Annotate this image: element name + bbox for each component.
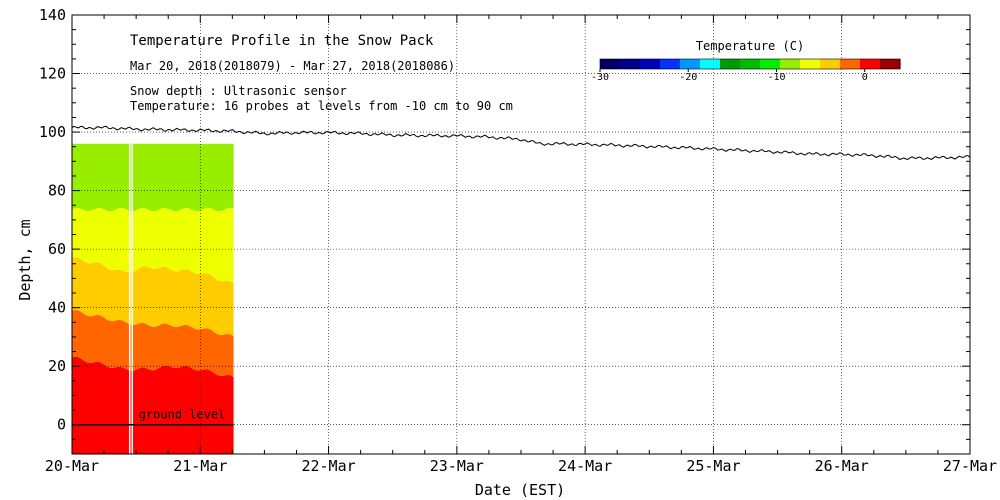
colorbar-swatch-9 <box>780 59 801 69</box>
y-tick-label-4: 80 <box>48 182 66 200</box>
colorbar-swatch-12 <box>840 59 861 69</box>
colorbar-tick-label-3: 0 <box>862 72 868 83</box>
colorbar-swatch-1 <box>620 59 641 69</box>
annotation-temperature: Temperature: 16 probes at levels from -1… <box>130 99 513 113</box>
x-tick-label-3: 23-Mar <box>430 457 484 475</box>
grid-lines <box>72 15 970 454</box>
chart-title: Temperature Profile in the Snow Pack <box>130 33 434 49</box>
colorbar-swatch-8 <box>760 59 781 69</box>
annotation-snow-depth: Snow depth : Ultrasonic sensor <box>130 84 347 98</box>
colorbar-swatch-11 <box>820 59 841 69</box>
x-tick-label-4: 24-Mar <box>558 457 612 475</box>
colorbar-frame <box>599 58 901 70</box>
temperature-bands <box>72 143 234 454</box>
temperature-band-0 <box>72 356 234 454</box>
y-axis-label: Depth, cm <box>16 219 34 300</box>
colorbar-swatch-0 <box>600 59 621 69</box>
colorbar-tick-label-2: -10 <box>767 72 785 83</box>
colorbar-swatch-5 <box>700 59 721 69</box>
x-tick-label-2: 22-Mar <box>301 457 355 475</box>
colorbar-swatch-2 <box>640 59 661 69</box>
tick-labels: 20-Mar 21-Mar 22-Mar 23-Mar 24-Mar 25-Mar 26-M… <box>39 6 997 475</box>
x-tick-label-5: 25-Mar <box>686 457 740 475</box>
chart-subtitle: Mar 20, 2018(2018079) - Mar 27, 2018(201… <box>130 59 455 73</box>
x-tick-label-1: 21-Mar <box>173 457 227 475</box>
snow-depth-line <box>71 125 971 160</box>
y-tick-label-6: 120 <box>39 65 66 83</box>
x-tick-label-0: 20-Mar <box>45 457 99 475</box>
axis-ticks <box>71 14 971 454</box>
colorbar-swatch-14 <box>880 59 901 69</box>
temperature-band-1 <box>72 310 234 378</box>
colorbar-tick-label-0: -30 <box>591 72 609 83</box>
colorbar-label: Temperature (C) <box>696 39 804 53</box>
temperature-band-3 <box>72 207 234 284</box>
colorbar-swatch-13 <box>860 59 881 69</box>
temperature-band-2 <box>72 257 234 337</box>
x-tick-label-6: 26-Mar <box>815 457 869 475</box>
x-axis-label: Date (EST) <box>475 481 565 499</box>
colorbar-swatch-3 <box>660 59 681 69</box>
colorbar-tick-label-1: -20 <box>679 72 697 83</box>
y-tick-label-5: 100 <box>39 123 66 141</box>
y-tick-label-2: 40 <box>48 299 66 317</box>
y-tick-label-3: 60 <box>48 240 66 258</box>
y-tick-label-1: 20 <box>48 357 66 375</box>
y-tick-label-0: 0 <box>57 416 66 434</box>
temperature-band-4 <box>72 143 234 212</box>
annotation-ground-level: ground level <box>139 408 226 422</box>
colorbar-swatch-4 <box>680 59 701 69</box>
temperature-colorbar: -30 -20 -10 0 <box>591 58 901 83</box>
colorbar-swatch-10 <box>800 59 821 69</box>
y-tick-label-7: 140 <box>39 6 66 24</box>
x-tick-label-7: 27-Mar <box>943 457 997 475</box>
colorbar-swatch-7 <box>740 59 761 69</box>
colorbar-swatch-6 <box>720 59 741 69</box>
